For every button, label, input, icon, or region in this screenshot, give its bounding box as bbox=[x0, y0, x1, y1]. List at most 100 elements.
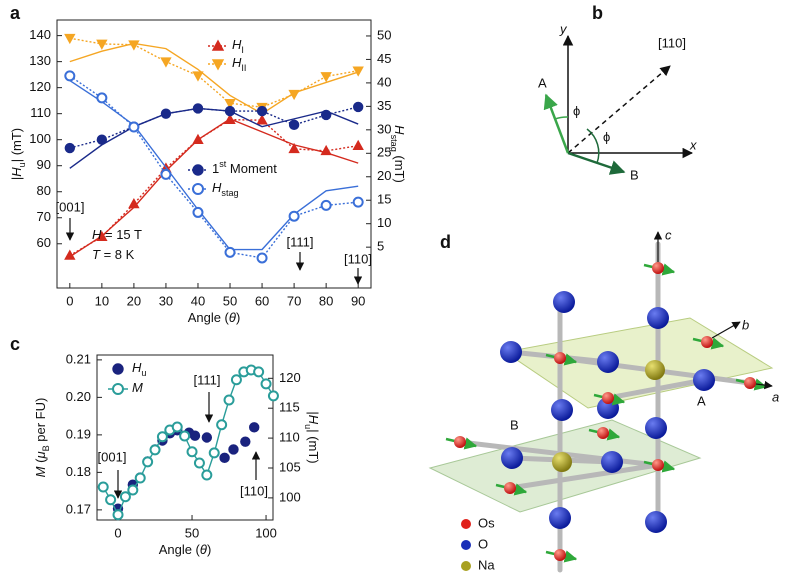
text-part: H bbox=[212, 180, 222, 195]
y-tick-label: 110 bbox=[30, 105, 51, 120]
legend-label: O bbox=[478, 536, 488, 551]
axis-label: b bbox=[742, 317, 749, 332]
plane-label: A bbox=[697, 393, 706, 408]
text-part: M bbox=[132, 380, 143, 395]
text-part: H bbox=[232, 55, 242, 70]
marker bbox=[160, 168, 172, 180]
text-part: Angle ( bbox=[188, 310, 230, 325]
x-axis-label: Angle (θ) bbox=[159, 542, 212, 557]
annotation: [111] bbox=[194, 372, 221, 387]
text-part: u bbox=[141, 368, 146, 378]
oxygen-atom bbox=[645, 417, 667, 439]
oxygen-atom bbox=[553, 291, 575, 313]
osmium-atom bbox=[597, 427, 609, 439]
marker bbox=[288, 142, 300, 154]
y-tick-label: 70 bbox=[37, 209, 51, 224]
y-tick-label: 130 bbox=[29, 53, 51, 68]
text-part: H bbox=[9, 167, 24, 177]
vector-a-label: A bbox=[538, 75, 547, 90]
y-tick-label: 115 bbox=[279, 400, 300, 415]
marker bbox=[112, 509, 124, 521]
text-part: H bbox=[306, 415, 321, 425]
marker bbox=[64, 70, 76, 82]
text-part: u bbox=[303, 424, 313, 429]
y-tick-label: 120 bbox=[29, 79, 51, 94]
text-part: ) bbox=[207, 542, 211, 557]
marker bbox=[119, 491, 131, 503]
annotation: [110] bbox=[344, 251, 372, 266]
oxygen-atom bbox=[601, 451, 623, 473]
legend-marker bbox=[192, 164, 204, 176]
annotation: [001] bbox=[56, 199, 85, 214]
text-part: Angle ( bbox=[159, 542, 201, 557]
rod bbox=[507, 462, 661, 491]
text-part: H bbox=[392, 125, 407, 135]
text-part: ( bbox=[33, 458, 48, 467]
y-tick-label: 35 bbox=[377, 98, 391, 113]
plot-frame bbox=[56, 19, 372, 289]
text-part: ) bbox=[236, 310, 240, 325]
marker bbox=[228, 444, 239, 455]
y-tick-label: 5 bbox=[377, 239, 384, 254]
axis-b bbox=[711, 321, 741, 339]
legend-marker bbox=[461, 561, 471, 571]
oxygen-atom bbox=[647, 307, 669, 329]
annotation: [110] bbox=[240, 483, 268, 498]
legend-label: HI bbox=[232, 37, 244, 55]
marker bbox=[179, 430, 191, 442]
panel-label: c bbox=[10, 334, 20, 354]
marker bbox=[64, 33, 76, 45]
angle-label: ϕ bbox=[573, 103, 580, 118]
marker bbox=[96, 230, 108, 242]
y-tick-label: 10 bbox=[377, 215, 391, 230]
x-tick-label: 70 bbox=[287, 293, 301, 308]
y-tick-label: 50 bbox=[377, 27, 391, 42]
marker bbox=[288, 119, 300, 131]
marker bbox=[352, 66, 364, 77]
marker bbox=[267, 390, 279, 402]
legend-label: HII bbox=[232, 55, 246, 73]
marker bbox=[256, 105, 268, 117]
text-part: u bbox=[17, 162, 27, 167]
annotation: [111] bbox=[287, 234, 314, 249]
oxygen-atom bbox=[500, 341, 522, 363]
y-tick-label: 105 bbox=[279, 459, 301, 474]
marker bbox=[201, 469, 213, 481]
x-tick-label: 40 bbox=[191, 293, 205, 308]
annotation: [001] bbox=[98, 449, 127, 464]
y-tick-label: 30 bbox=[377, 121, 391, 136]
text-part: H bbox=[132, 360, 142, 375]
y-tick-label: 100 bbox=[279, 489, 301, 504]
marker bbox=[230, 374, 242, 386]
marker bbox=[96, 92, 108, 104]
marker bbox=[240, 436, 251, 447]
marker bbox=[192, 133, 204, 144]
vector-b-label: B bbox=[630, 167, 639, 182]
x-tick-label: 0 bbox=[66, 293, 73, 308]
axis-label: a bbox=[772, 389, 779, 404]
legend-marker bbox=[211, 39, 225, 51]
marker bbox=[352, 139, 364, 150]
direction-label: [110] bbox=[658, 35, 686, 50]
marker bbox=[160, 108, 172, 119]
data-line bbox=[69, 37, 359, 108]
y-tick-label: 100 bbox=[29, 131, 51, 146]
x-tick-label: 90 bbox=[351, 293, 365, 308]
y-tick-label: 20 bbox=[377, 168, 391, 183]
y-axis-label: M (μB per FU) bbox=[33, 398, 51, 478]
marker bbox=[192, 206, 204, 218]
marker bbox=[64, 249, 76, 260]
text-part: T bbox=[92, 247, 101, 262]
oxygen-atom bbox=[501, 447, 523, 469]
oxygen-atom bbox=[645, 511, 667, 533]
marker bbox=[96, 134, 108, 145]
oxygen-atom bbox=[693, 369, 715, 391]
legend-marker bbox=[112, 363, 124, 375]
osmium-atom bbox=[504, 482, 516, 494]
legend-label: Na bbox=[478, 557, 495, 572]
osmium-atom bbox=[744, 377, 756, 389]
x-tick-label: 0 bbox=[114, 525, 121, 540]
x-tick-label: 30 bbox=[159, 293, 173, 308]
legend-marker bbox=[461, 540, 471, 550]
condition: T = 8 K bbox=[92, 247, 135, 262]
